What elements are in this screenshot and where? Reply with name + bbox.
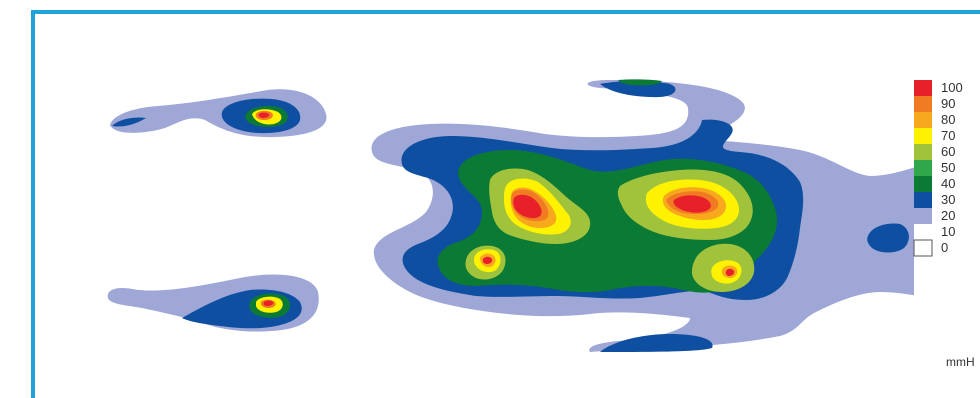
legend-swatch-50 — [914, 160, 932, 176]
legend-swatch-10 — [914, 224, 932, 240]
frame-top-border — [31, 10, 980, 14]
legend-label-50: 50 — [941, 160, 955, 175]
unit-label: mmH — [946, 355, 975, 369]
contour-level-100-small-r — [725, 268, 735, 276]
legend-swatch-30 — [914, 192, 932, 208]
contour-level-40-top — [618, 79, 662, 86]
contour-level-30-tip — [112, 117, 146, 127]
legend-swatch-40 — [914, 176, 932, 192]
contour-level-100 — [513, 194, 542, 219]
legend-label-20: 20 — [941, 208, 955, 223]
legend-label-70: 70 — [941, 128, 955, 143]
contour-level-100-small-l — [482, 256, 493, 264]
legend-label-80: 80 — [941, 112, 955, 127]
legend-swatch-60 — [914, 144, 932, 160]
legend-swatch-80 — [914, 112, 932, 128]
legend-label-0: 0 — [941, 240, 948, 255]
contour-level-30-right — [867, 223, 909, 253]
frame-left-border — [31, 10, 35, 398]
legend-label-30: 30 — [941, 192, 955, 207]
lower-hand-region — [107, 274, 319, 332]
contour-level-100 — [263, 300, 274, 306]
legend-label-90: 90 — [941, 96, 955, 111]
contour-level-100 — [258, 112, 270, 118]
pressure-contours — [107, 60, 980, 352]
legend-label-100: 100 — [941, 80, 963, 95]
legend-swatch-90 — [914, 96, 932, 112]
upper-hand-region — [110, 89, 327, 138]
legend-label-10: 10 — [941, 224, 955, 239]
legend-swatch-70 — [914, 128, 932, 144]
legend-label-40: 40 — [941, 176, 955, 191]
legend-swatch-0 — [913, 239, 933, 257]
contour-level-30-top — [600, 81, 676, 98]
torso-region — [371, 79, 940, 352]
contour-level-30-bottom — [600, 334, 713, 352]
contour-level-100-right — [673, 195, 711, 213]
legend-swatch-100 — [914, 80, 932, 96]
legend-swatch-20 — [914, 208, 932, 224]
legend-label-60: 60 — [941, 144, 955, 159]
